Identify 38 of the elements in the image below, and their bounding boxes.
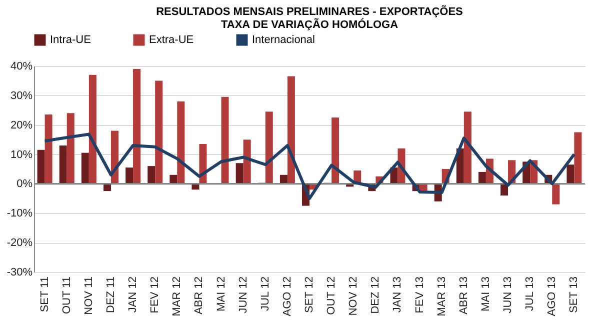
chart-subtitle: TAXA DE VARIAÇÃO HOMÓLOGA — [220, 18, 398, 31]
chart-title: RESULTADOS MENSAIS PRELIMINARES - EXPORTAÇÕES — [156, 5, 463, 18]
y-tick-label: 0% — [16, 178, 33, 190]
x-tick-label: AGO 12 — [281, 276, 294, 316]
x-tick-label: SET 12 — [304, 276, 316, 313]
y-tick-label: -20% — [6, 237, 33, 250]
x-tick-label: SET 13 — [568, 276, 580, 313]
x-tick-label: ABR 13 — [458, 276, 470, 314]
y-tick-label: 40% — [10, 60, 33, 72]
y-tick-label: 20% — [10, 119, 33, 132]
x-tick-label: NOV 12 — [348, 276, 360, 316]
y-tick-label: -10% — [6, 208, 33, 220]
x-tick-label: OUT 12 — [326, 276, 338, 315]
x-tick-label: MAR 13 — [436, 276, 448, 316]
x-tick-label: SET 11 — [38, 276, 51, 312]
x-tick-label: MAR 12 — [171, 276, 184, 316]
x-tick-label: JUL 13 — [524, 276, 536, 311]
x-tick-label: JUN 12 — [237, 276, 250, 314]
legend-label: Intra-UE — [50, 34, 91, 46]
x-tick-label: JAN 13 — [392, 276, 404, 313]
x-tick-label: FEV 13 — [414, 276, 426, 314]
y-tick-label: 10% — [10, 148, 33, 161]
x-tick-label: JUL 12 — [259, 276, 272, 311]
x-tick-label: JUN 13 — [502, 276, 514, 314]
x-tick-label: DEZ 11 — [104, 276, 117, 313]
x-tick-label: MAI 12 — [215, 276, 228, 312]
x-tick-label: FEV 12 — [149, 276, 162, 314]
legend-label: Extra-UE — [149, 34, 194, 46]
x-tick-label: JAN 12 — [127, 276, 140, 313]
x-tick-label: DEZ 12 — [370, 276, 382, 314]
legend-label: Internacional — [252, 34, 315, 46]
x-tick-label: OUT 11 — [60, 276, 73, 314]
y-tick-label: -30% — [6, 266, 33, 278]
x-tick-label: NOV 11 — [82, 276, 95, 315]
x-tick-label: AGO 13 — [546, 276, 558, 316]
x-tick-label: MAI 13 — [480, 276, 492, 312]
x-tick-label: ABR 12 — [193, 276, 206, 314]
y-tick-label: 30% — [10, 90, 33, 102]
